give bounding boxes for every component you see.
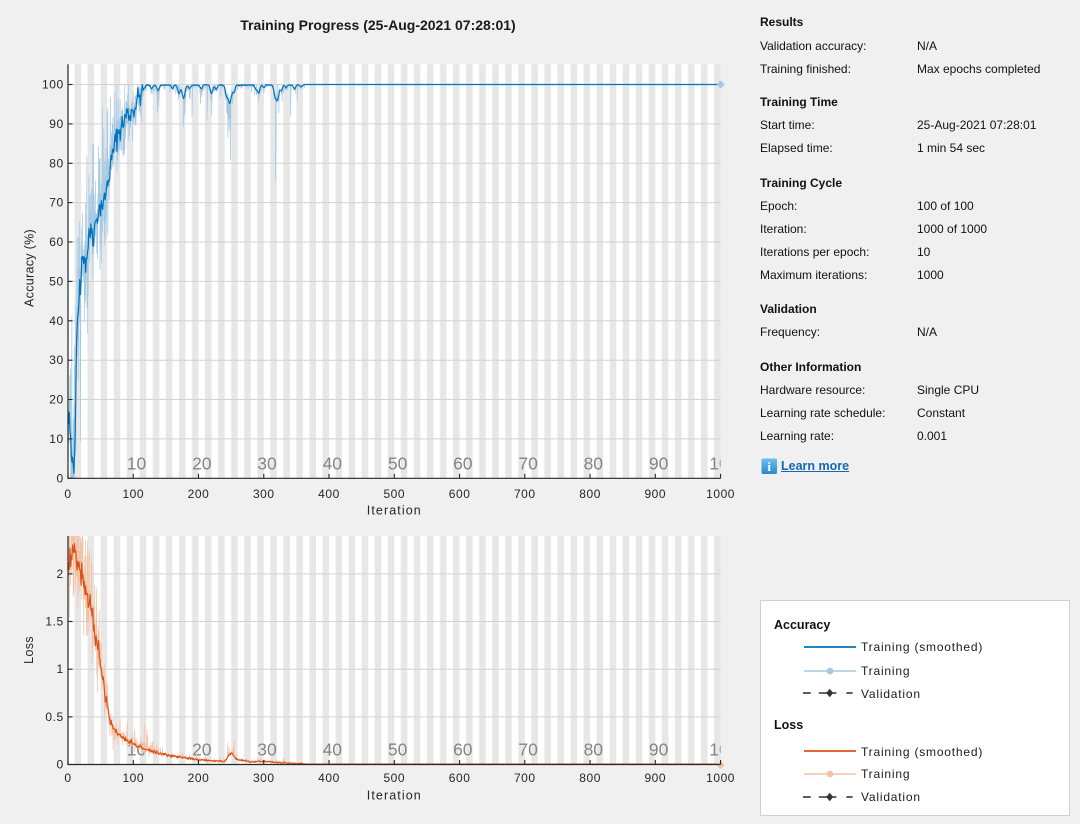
svg-text:Iteration: Iteration bbox=[367, 504, 422, 518]
svg-text:100: 100 bbox=[42, 78, 64, 92]
svg-text:Iteration: Iteration bbox=[367, 789, 422, 803]
svg-text:i: i bbox=[767, 459, 771, 474]
svg-text:1000: 1000 bbox=[706, 487, 735, 501]
svg-text:800: 800 bbox=[579, 771, 601, 785]
svg-text:60: 60 bbox=[453, 453, 473, 473]
svg-text:20: 20 bbox=[192, 453, 212, 473]
svg-text:100: 100 bbox=[122, 487, 144, 501]
svg-text:600: 600 bbox=[449, 487, 471, 501]
svg-text:400: 400 bbox=[318, 771, 340, 785]
svg-text:90: 90 bbox=[649, 740, 669, 760]
svg-text:90: 90 bbox=[49, 117, 63, 131]
svg-text:1000: 1000 bbox=[706, 771, 735, 785]
svg-text:800: 800 bbox=[579, 487, 601, 501]
svg-text:70: 70 bbox=[518, 453, 538, 473]
svg-text:200: 200 bbox=[188, 487, 210, 501]
svg-text:100: 100 bbox=[709, 740, 738, 760]
svg-text:30: 30 bbox=[257, 453, 277, 473]
svg-text:1: 1 bbox=[56, 662, 63, 676]
svg-text:900: 900 bbox=[644, 487, 666, 501]
svg-text:30: 30 bbox=[49, 353, 63, 367]
svg-text:0: 0 bbox=[64, 487, 71, 501]
svg-text:80: 80 bbox=[584, 740, 604, 760]
svg-text:Loss: Loss bbox=[22, 636, 36, 664]
svg-text:700: 700 bbox=[514, 771, 536, 785]
svg-text:1.5: 1.5 bbox=[45, 615, 63, 629]
svg-text:10: 10 bbox=[127, 453, 147, 473]
svg-text:40: 40 bbox=[49, 314, 63, 328]
svg-text:400: 400 bbox=[318, 487, 340, 501]
svg-text:40: 40 bbox=[323, 740, 343, 760]
svg-text:0: 0 bbox=[56, 758, 63, 772]
svg-text:500: 500 bbox=[383, 771, 405, 785]
svg-text:80: 80 bbox=[584, 453, 604, 473]
svg-text:30: 30 bbox=[257, 740, 277, 760]
svg-text:300: 300 bbox=[253, 771, 275, 785]
svg-text:200: 200 bbox=[188, 771, 210, 785]
svg-text:0: 0 bbox=[64, 771, 71, 785]
svg-text:50: 50 bbox=[388, 740, 408, 760]
svg-text:70: 70 bbox=[49, 196, 63, 210]
svg-text:90: 90 bbox=[649, 453, 669, 473]
svg-text:20: 20 bbox=[192, 740, 212, 760]
svg-text:80: 80 bbox=[49, 156, 63, 170]
svg-text:100: 100 bbox=[122, 771, 144, 785]
svg-text:Accuracy (%): Accuracy (%) bbox=[23, 229, 37, 307]
svg-text:0: 0 bbox=[56, 471, 63, 485]
svg-text:100: 100 bbox=[709, 453, 738, 473]
svg-text:60: 60 bbox=[49, 235, 63, 249]
svg-text:50: 50 bbox=[49, 274, 63, 288]
svg-text:300: 300 bbox=[253, 487, 275, 501]
svg-text:60: 60 bbox=[453, 740, 473, 760]
svg-text:700: 700 bbox=[514, 487, 536, 501]
svg-text:600: 600 bbox=[449, 771, 471, 785]
svg-text:0.5: 0.5 bbox=[45, 710, 63, 724]
svg-text:70: 70 bbox=[518, 740, 538, 760]
svg-text:500: 500 bbox=[383, 487, 405, 501]
svg-text:40: 40 bbox=[323, 453, 343, 473]
svg-text:10: 10 bbox=[49, 432, 63, 446]
svg-text:50: 50 bbox=[388, 453, 408, 473]
svg-text:2: 2 bbox=[56, 567, 63, 581]
svg-text:900: 900 bbox=[644, 771, 666, 785]
svg-text:20: 20 bbox=[49, 393, 63, 407]
